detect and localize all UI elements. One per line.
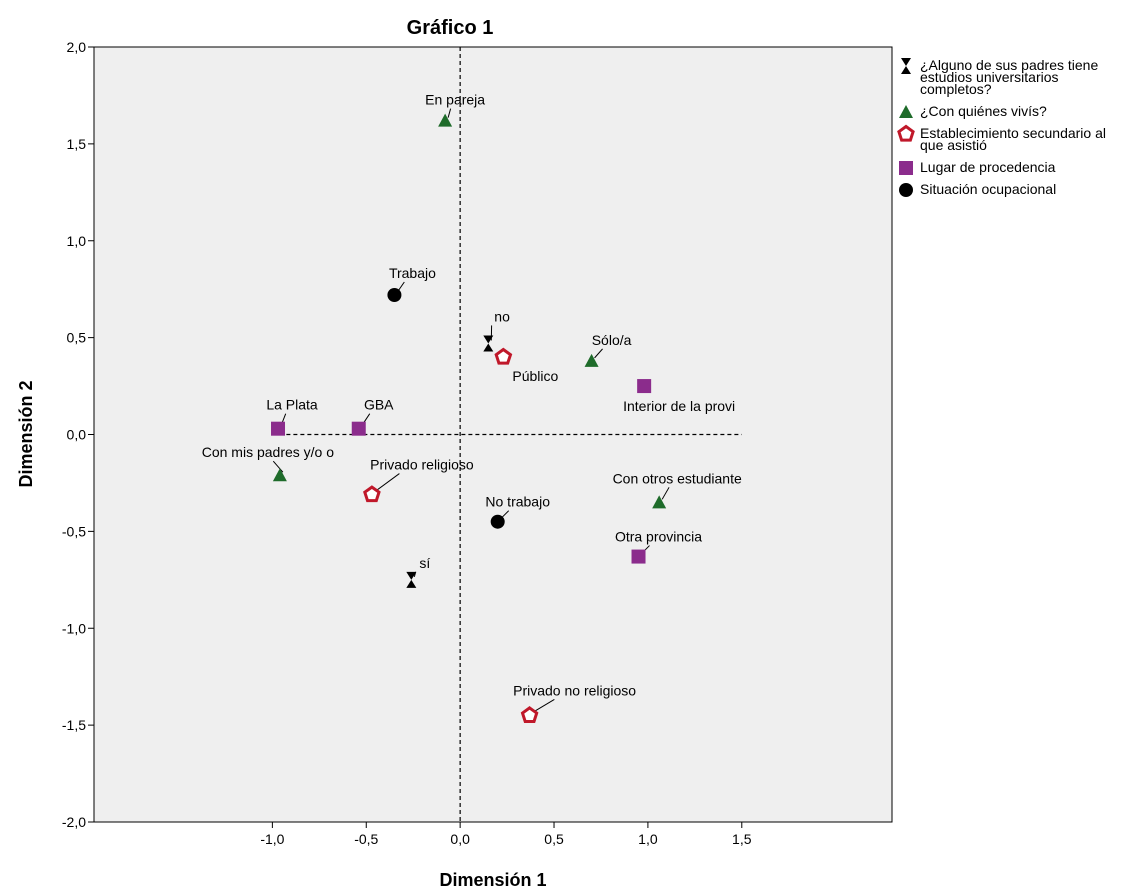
circle-legend-icon [899,183,913,197]
triangle-marker [584,353,599,367]
y-tick-label: 1,0 [67,233,87,249]
point-label: Sólo/a [592,332,632,348]
label-leader-line [374,473,400,492]
triangle-legend-icon [899,105,913,118]
point-label: Interior de la provi [623,398,735,414]
point-label: La Plata [266,397,318,413]
point-label: Trabajo [389,265,436,281]
data-point: No trabajo [485,494,550,529]
legend-item: Situación ocupacional [899,181,1056,197]
y-tick-label: -2,0 [62,814,86,830]
y-axis: 2,0 1,5 1,0 0,5 0,0 -0,5 -1,0 -1,5 -2,0 [62,39,94,830]
point-label: En pareja [425,92,485,108]
legend-item: Lugar de procedencia [899,159,1056,175]
y-axis-title: Dimensión 2 [16,380,36,487]
circle-marker [387,288,402,302]
y-tick-label: 0,5 [67,330,87,346]
legend-item: ¿Con quiénes vivís? [899,103,1047,119]
data-point: Público [494,347,558,384]
y-tick-label: -1,5 [62,717,86,733]
pentagon-marker [520,706,539,723]
square-marker [637,379,652,394]
data-point: sí [406,555,430,588]
square-marker [631,549,646,564]
legend-label: Establecimiento secundario al [920,125,1106,141]
data-point: Con mis padres y/o o [202,444,334,482]
x-tick-label: 0,5 [544,831,564,847]
data-point: Sólo/a [584,332,632,367]
y-tick-label: 0,0 [67,427,87,443]
pentagon-marker [494,347,513,365]
x-tick-label: -1,0 [260,831,284,847]
y-tick-label: -0,5 [62,523,86,539]
data-point: Privado no religioso [513,682,636,723]
point-label: Privado religioso [370,457,474,473]
triangle-marker [272,468,287,482]
legend-label: Lugar de procedencia [920,159,1056,175]
triangle-marker [438,113,453,127]
pentagon-marker [363,485,381,503]
data-point: GBA [351,397,394,436]
x-tick-label: 0,0 [450,831,470,847]
point-label: sí [419,555,430,571]
chart-title: Gráfico 1 [407,17,494,39]
square-legend-icon [899,161,913,175]
point-label: Privado no religioso [513,682,636,698]
label-leader-line [594,348,603,359]
x-axis-title: Dimensión 1 [439,870,546,890]
data-point: Otra provincia [615,529,702,564]
y-tick-label: 2,0 [67,39,87,55]
y-tick-label: -1,0 [62,620,86,636]
legend-label: ¿Con quiénes vivís? [920,103,1047,119]
legend-label: ¿Alguno de sus padres tiene [920,57,1098,73]
y-tick-label: 1,5 [67,136,87,152]
point-label: GBA [364,397,394,413]
x-tick-label: -0,5 [354,831,378,847]
x-tick-label: 1,0 [638,831,658,847]
data-point: Con otros estudiante [613,470,742,509]
square-marker [351,421,366,436]
legend-label: estudios universitarios [920,69,1059,85]
point-label: No trabajo [485,494,550,510]
x-tick-label: 1,5 [732,831,752,847]
reference-lines [272,47,742,822]
circle-marker [490,514,505,529]
point-label: Público [512,368,558,384]
data-point: Trabajo [387,265,436,302]
hourglass-legend-icon [901,58,911,74]
label-leader-line [532,699,555,713]
x-axis: -1,0 -0,5 0,0 0,5 1,0 1,5 [260,822,752,847]
data-points: no sí En pareja Sólo/a Con mis padres y/o o C… [202,92,742,723]
label-leader-line [447,108,452,118]
data-point: no [483,308,510,352]
hourglass-marker [483,335,494,352]
legend-label: que asistió [920,137,987,153]
data-point: La Plata [266,397,318,436]
point-label: Otra provincia [615,529,702,545]
square-marker [271,421,286,436]
pentagon-legend-icon [897,124,915,142]
point-label: Con otros estudiante [613,470,742,486]
label-leader-line [272,460,284,473]
data-point: En pareja [425,92,485,127]
legend-label: completos? [920,81,992,97]
point-label: Con mis padres y/o o [202,444,334,460]
triangle-marker [652,495,667,509]
legend-label: Situación ocupacional [920,181,1056,197]
label-leader-line [661,487,670,500]
data-point: Privado religioso [363,457,474,503]
hourglass-marker [406,571,417,588]
data-point: Interior de la provi [623,379,735,414]
point-label: no [494,308,510,324]
